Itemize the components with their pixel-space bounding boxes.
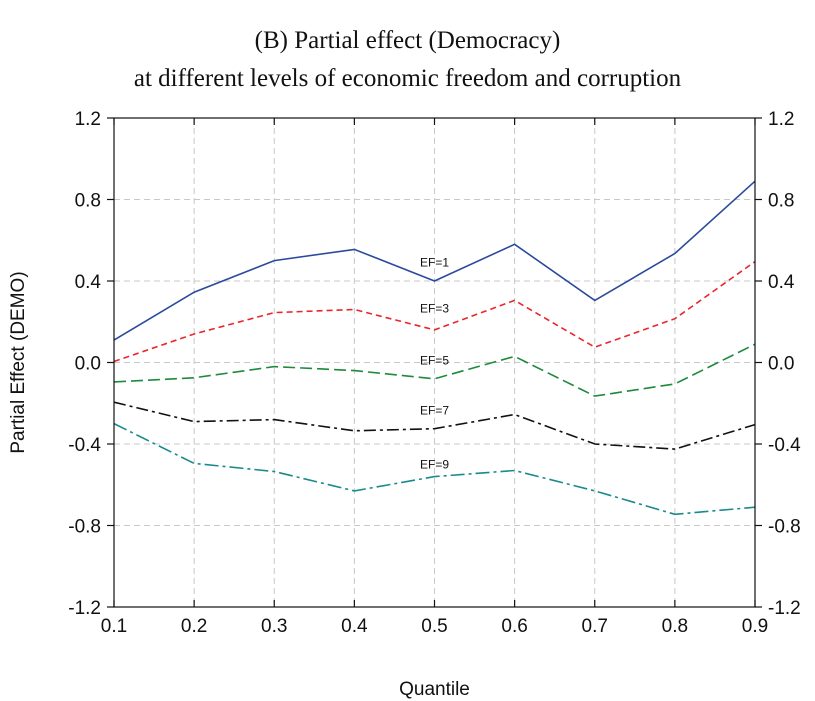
series-line-ef5 [113,343,756,397]
x-tick-label: 0.8 [662,616,688,637]
series-line-ef9 [113,422,756,516]
y-tick-label-left: 0.4 [75,272,102,293]
series-label: EF=3 [420,302,449,316]
series-label: EF=9 [420,457,449,471]
series-label: EF=5 [420,354,449,368]
y-tick-label-right: -0.8 [768,517,801,538]
y-tick-label-right: 0.4 [768,272,795,293]
y-tick-label-left: 1.2 [75,109,101,130]
series-line-ef1 [113,180,756,341]
y-tick-label-left: 0.8 [75,191,101,212]
chart-subtitle: at different levels of economic freedom … [133,65,682,92]
x-tick-label: 0.4 [341,616,368,637]
x-tick-label: 0.1 [101,616,127,637]
series-label: EF=7 [420,403,449,417]
series-label: EF=1 [420,256,449,270]
x-tick-label: 0.6 [501,616,527,637]
y-axis-label: Partial Effect (DEMO) [8,271,29,453]
y-tick-label-right: -0.4 [768,435,801,456]
x-tick-label: 0.3 [261,616,287,637]
x-tick-label: 0.5 [421,616,447,637]
y-tick-label-right: 0.8 [768,191,794,212]
chart-title: (B) Partial effect (Democracy) [254,27,561,54]
y-tick-label-left: -0.4 [68,435,101,456]
x-tick-label: 0.7 [582,616,608,637]
y-tick-label-left: -1.2 [68,598,101,619]
series-line-ef7 [113,401,756,450]
y-tick-label-left: -0.8 [68,517,101,538]
x-tick-label: 0.2 [181,616,207,637]
series-labels: EF=1 EF=3 EF=5 EF=7 EF=9 [420,256,449,472]
y-tick-label-right: -1.2 [768,598,801,619]
series-line-ef3 [113,260,756,363]
series-layer [113,180,756,516]
x-tick-label: 0.9 [742,616,768,637]
y-tick-label-left: 0.0 [75,354,101,375]
grid-lines [114,118,755,607]
y-tick-label-right: 0.0 [768,354,794,375]
axis-ticks: 0.1 0.2 0.3 0.4 0.5 0.6 0.7 0.8 0.9 1.2 1.2 0.8 0.8 0… [68,109,801,637]
y-tick-label-right: 1.2 [768,109,794,130]
x-axis-label: Quantile [399,679,470,700]
